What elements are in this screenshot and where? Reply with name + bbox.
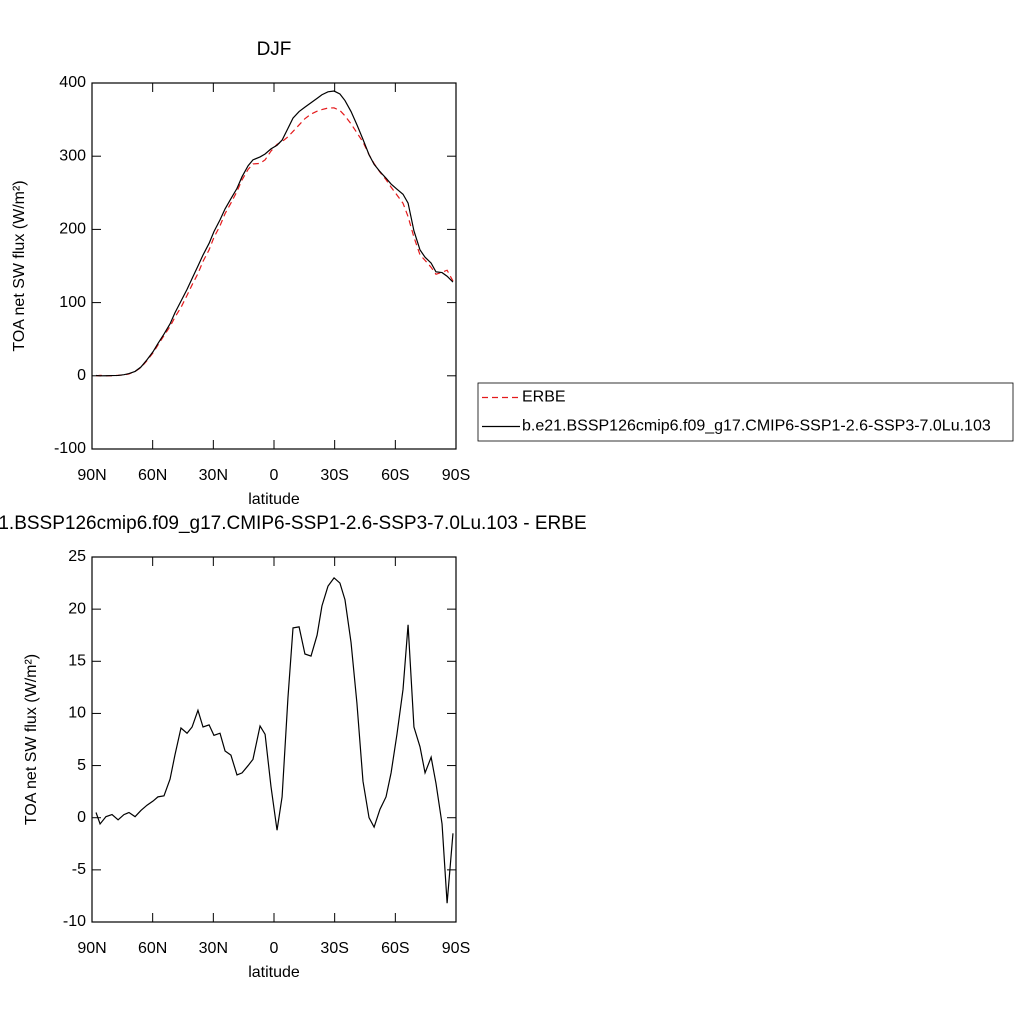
x-tick-label: 90N	[77, 940, 106, 957]
x-tick-label: 0	[270, 467, 279, 484]
x-tick-label: 60S	[381, 467, 409, 484]
y-tick-label: 25	[68, 548, 86, 565]
x-tick-label: 60S	[381, 940, 409, 957]
y-tick-label: 5	[77, 757, 86, 774]
y-tick-label: 100	[59, 294, 86, 311]
series-line	[95, 90, 454, 377]
series-line	[95, 576, 454, 904]
chart-title: b.e21.BSSP126cmip6.f09_g17.CMIP6-SSP1-2.…	[0, 513, 587, 534]
y-tick-label: 0	[77, 809, 86, 826]
plot-frame	[91, 556, 457, 923]
y-tick-label: 200	[59, 221, 86, 238]
y-axis-label: TOA net SW flux (W/m²)	[11, 180, 28, 351]
y-tick-label: 20	[68, 600, 86, 617]
chart-title: DJF	[257, 39, 292, 60]
legend-label: ERBE	[522, 389, 566, 406]
y-tick-label: 0	[77, 367, 86, 384]
plot-frame	[91, 82, 457, 450]
x-tick-label: 60N	[138, 467, 167, 484]
x-tick-label: 30S	[320, 940, 348, 957]
y-tick-label: -100	[54, 440, 86, 457]
y-tick-label: 10	[68, 705, 86, 722]
x-axis-label: latitude	[248, 491, 300, 508]
x-tick-label: 60N	[138, 940, 167, 957]
legend-label: b.e21.BSSP126cmip6.f09_g17.CMIP6-SSP1-2.…	[522, 418, 991, 435]
x-tick-label: 30N	[199, 467, 228, 484]
y-tick-label: -5	[72, 861, 86, 878]
y-tick-label: 400	[59, 74, 86, 91]
x-tick-label: 90S	[442, 940, 470, 957]
x-axis-label: latitude	[248, 964, 300, 981]
x-tick-label: 90S	[442, 467, 470, 484]
x-tick-label: 90N	[77, 467, 106, 484]
y-tick-label: 300	[59, 147, 86, 164]
y-tick-label: 15	[68, 653, 86, 670]
x-tick-label: 30N	[199, 940, 228, 957]
x-tick-label: 30S	[320, 467, 348, 484]
y-axis-label: TOA net SW flux (W/m²)	[23, 654, 40, 825]
legend-box	[477, 382, 1014, 442]
x-tick-label: 0	[270, 940, 279, 957]
y-tick-label: -10	[63, 913, 86, 930]
series-line	[95, 107, 454, 377]
